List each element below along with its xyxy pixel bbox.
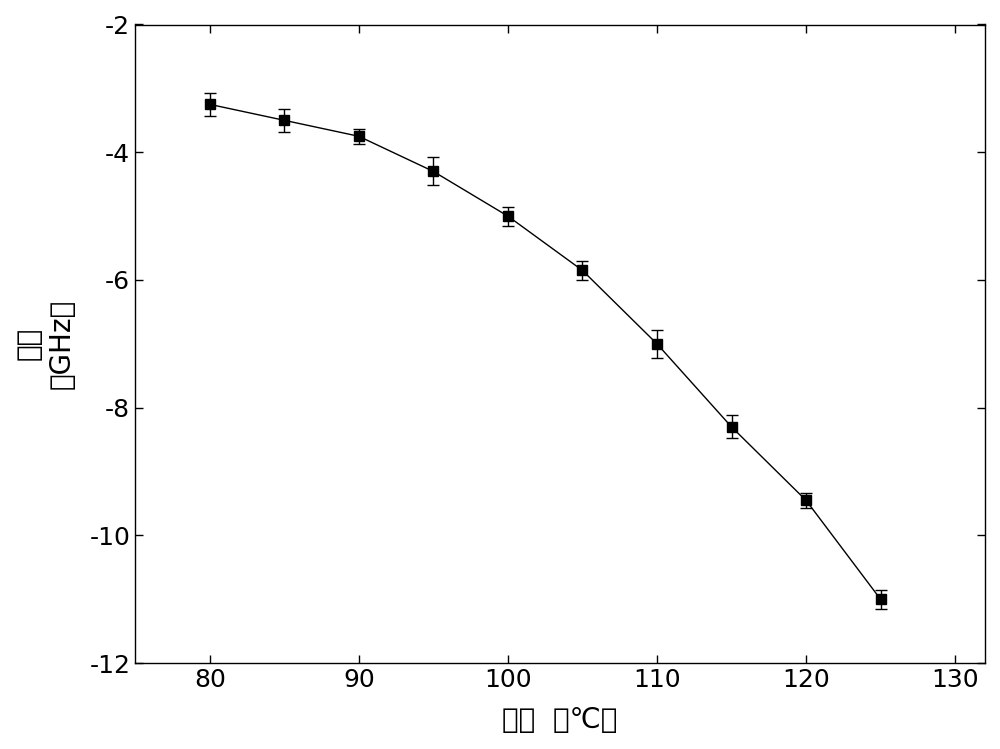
X-axis label: 温度  （℃）: 温度 （℃）	[502, 706, 618, 734]
Y-axis label: 失谐
（GHz）: 失谐 （GHz）	[15, 299, 75, 389]
